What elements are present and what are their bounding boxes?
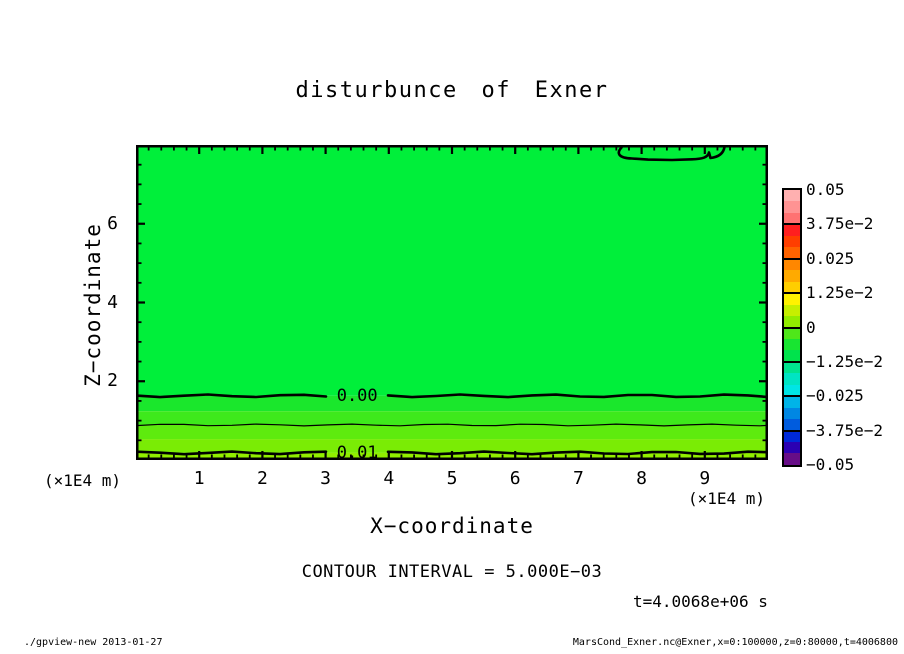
colorbar-cell (784, 258, 800, 271)
tone-band (136, 425, 768, 440)
x-tick-label: 6 (509, 468, 521, 489)
plot-area: 0.00 0.01 (136, 145, 768, 463)
colorbar-segment-divider (784, 429, 800, 432)
colorbar-cell (784, 453, 800, 465)
footer-command-text: ./gpview-new 2013-01-27 (24, 637, 163, 648)
colorbar-segment-divider (784, 326, 800, 329)
x-tick-label: 8 (636, 468, 648, 489)
colorbar-label: 1.25e−2 (806, 283, 874, 303)
colorbar-cell (784, 441, 800, 454)
z-tick-label: 2 (107, 370, 118, 392)
z-tick-label: 6 (107, 212, 118, 234)
x-tick-label: 1 (193, 468, 205, 489)
time-annotation: t=4.0068e+06 s (633, 592, 768, 611)
x-axis-unit-right: (×1E4 m) (688, 489, 766, 508)
colorbar-cell (784, 224, 800, 236)
colorbar-cell (784, 281, 800, 294)
z-tick-label: 4 (107, 291, 118, 313)
contour-line-0.01 (136, 450, 328, 456)
colorbar-cell (784, 338, 800, 351)
contour-plot-canvas (136, 145, 768, 460)
colorbar-label: 0 (806, 317, 816, 337)
colorbar-label: −0.025 (806, 386, 864, 406)
tone-band (136, 395, 768, 412)
tone-band (136, 439, 768, 453)
colorbar-segment-divider (784, 257, 800, 260)
x-tick-label: 5 (446, 468, 458, 489)
x-tick-label: 9 (699, 468, 711, 489)
colorbar-cell (784, 247, 800, 259)
x-tick-label: 7 (572, 468, 584, 489)
colorbar-cell (784, 304, 800, 316)
colorbar-label: 3.75e−2 (806, 214, 874, 234)
colorbar-cell (784, 293, 800, 305)
chart-title: disturbunce of Exner (295, 78, 609, 103)
contour-interval-text: CONTOUR INTERVAL = 5.000E−03 (301, 562, 603, 582)
colorbar-cell (784, 327, 800, 339)
x-tick-label: 3 (320, 468, 332, 489)
colorbar-cell (784, 430, 800, 442)
tone-band (136, 145, 768, 396)
x-tick-label: 4 (383, 468, 395, 489)
contour-label-0.01: 0.01 (336, 442, 378, 463)
colorbar-cell (784, 235, 800, 248)
colorbar-cell (784, 212, 800, 225)
colorbar-cell (784, 315, 800, 328)
colorbar-cell (784, 361, 800, 374)
x-tick-label: 2 (256, 468, 268, 489)
footer-file-info: MarsCond_Exner.nc@Exner,x=0:100000,z=0:8… (572, 637, 898, 648)
colorbar-label: 0.025 (806, 248, 855, 268)
tone-band (136, 411, 768, 425)
colorbar-segment-divider (784, 360, 800, 363)
contour-line-0.00 (386, 393, 768, 399)
contour-label-0.00: 0.00 (336, 385, 378, 406)
colorbar (782, 188, 802, 467)
contour-line-0.005 (136, 423, 768, 427)
colorbar-cell (784, 407, 800, 420)
colorbar-label: −1.25e−2 (806, 351, 884, 371)
colorbar-cell (784, 384, 800, 397)
colorbar-cell (784, 190, 800, 202)
colorbar-segment-divider (784, 223, 800, 226)
x-axis-unit-left: (×1E4 m) (44, 471, 122, 490)
colorbar-segment-divider (784, 292, 800, 295)
plot-frame (136, 145, 768, 460)
x-axis-label: X−coordinate (370, 514, 534, 538)
colorbar-label: −3.75e−2 (806, 420, 884, 440)
colorbar-label: 0.05 (806, 180, 845, 199)
colorbar-cell (784, 373, 800, 385)
colorbar-cell (784, 396, 800, 408)
colorbar-segment-divider (784, 395, 800, 398)
colorbar-cell (784, 350, 800, 362)
contour-line-0.00 (136, 393, 328, 399)
contour-closed-0.00 (617, 146, 726, 162)
colorbar-cell (784, 419, 800, 431)
colorbar-cell (784, 201, 800, 213)
colorbar-cell (784, 270, 800, 282)
colorbar-label: −0.05 (806, 455, 855, 474)
